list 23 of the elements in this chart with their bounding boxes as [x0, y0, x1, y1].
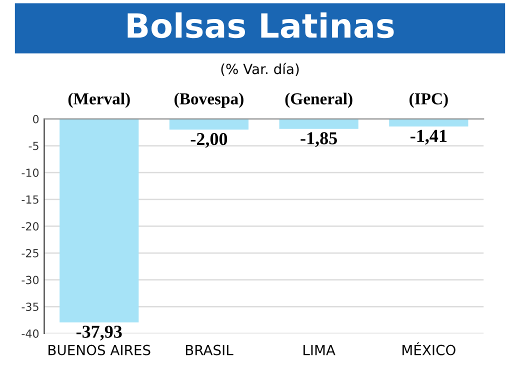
- data-label: -2,00: [190, 132, 228, 148]
- y-tick-label: -20: [22, 222, 39, 231]
- y-tick-label: -5: [28, 142, 38, 150]
- text: (Merval): [68, 92, 130, 108]
- x-tick-label: LIMA: [304, 344, 336, 356]
- text: (IPC): [410, 92, 448, 108]
- text: (General): [285, 92, 352, 108]
- x-tick-label: BUENOS AIRES: [48, 344, 150, 356]
- y-tick-label: -30: [22, 276, 39, 284]
- y-tick-label: -35: [22, 302, 38, 312]
- y-tick-label: 0: [33, 114, 39, 124]
- y-tick-label: -40: [22, 329, 39, 338]
- data-label: -1,85: [300, 132, 337, 147]
- text: (Bovespa): [174, 92, 244, 108]
- x-tick-label: BRASIL: [186, 344, 234, 356]
- y-tick-label: -25: [22, 248, 38, 258]
- data-label: -37,93: [76, 326, 122, 340]
- data-label: -1,41: [410, 130, 447, 145]
- x-tick-label: MÉXICO: [402, 342, 456, 356]
- chart-title: Bolsas Latinas: [128, 12, 394, 38]
- y-tick-label: -10: [22, 168, 39, 177]
- chart-subtitle: (% Var. día): [221, 62, 299, 76]
- y-tick-label: -15: [22, 196, 38, 204]
